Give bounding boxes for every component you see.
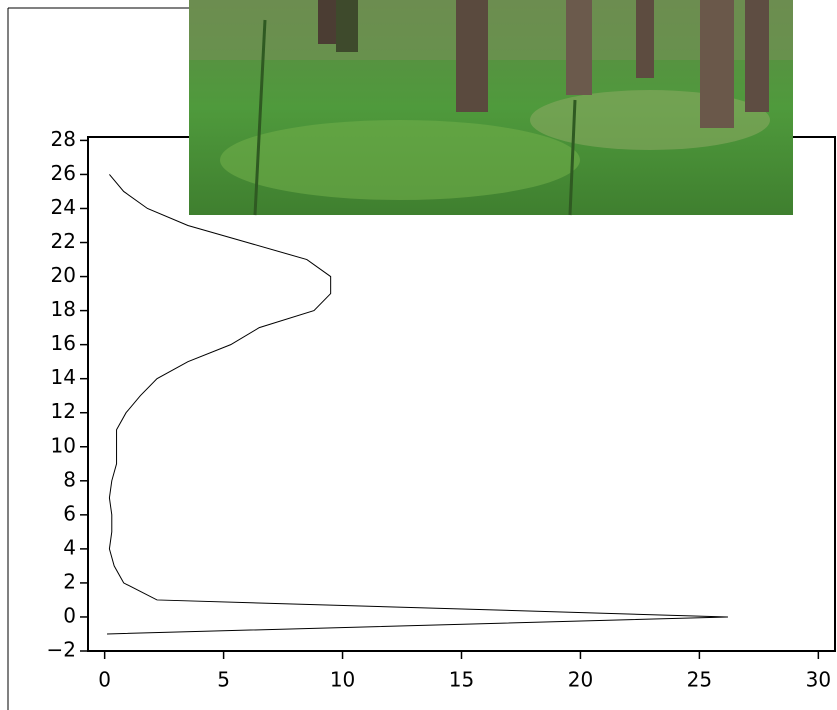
y-tick-label: 14 (51, 365, 76, 389)
x-tick-label: 10 (330, 668, 355, 692)
photo-tree (745, 0, 769, 112)
x-tick-label: 0 (98, 668, 111, 692)
photo-foliage (220, 120, 580, 200)
y-tick-label: 18 (51, 297, 76, 321)
y-tick-label: 28 (51, 127, 76, 151)
y-tick-label: 6 (63, 501, 76, 525)
y-tick-label: 2 (63, 569, 76, 593)
photo (189, 0, 793, 216)
y-tick-label: 24 (51, 195, 76, 219)
y-tick-label: 8 (63, 467, 76, 491)
y-tick-label: 12 (51, 399, 76, 423)
photo-tree (318, 0, 338, 44)
photo-person (336, 0, 358, 52)
x-tick-label: 20 (568, 668, 593, 692)
x-tick-label: 30 (806, 668, 831, 692)
x-tick-label: 5 (217, 668, 230, 692)
y-tick-label: 26 (51, 161, 76, 185)
y-tick-label: 4 (63, 535, 76, 559)
y-tick-label: 20 (51, 263, 76, 287)
data-line (107, 174, 728, 635)
y-tick-label: 10 (51, 433, 76, 457)
y-tick-label: −2 (47, 638, 76, 662)
photo-sapling (568, 99, 577, 216)
y-tick-label: 16 (51, 331, 76, 355)
y-tick-label: 22 (51, 229, 76, 253)
x-tick-label: 25 (687, 668, 712, 692)
y-tick-label: 0 (63, 603, 76, 627)
photo-tree (700, 0, 734, 128)
photo-sapling (253, 19, 267, 216)
photo-tree (566, 0, 592, 95)
x-tick-label: 15 (449, 668, 474, 692)
photo-background (189, 0, 793, 60)
photo-tree (456, 0, 488, 112)
photo-tree (636, 0, 654, 78)
